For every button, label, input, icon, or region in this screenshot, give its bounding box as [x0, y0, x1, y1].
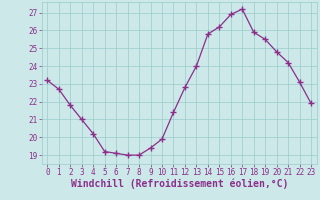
X-axis label: Windchill (Refroidissement éolien,°C): Windchill (Refroidissement éolien,°C) [70, 179, 288, 189]
